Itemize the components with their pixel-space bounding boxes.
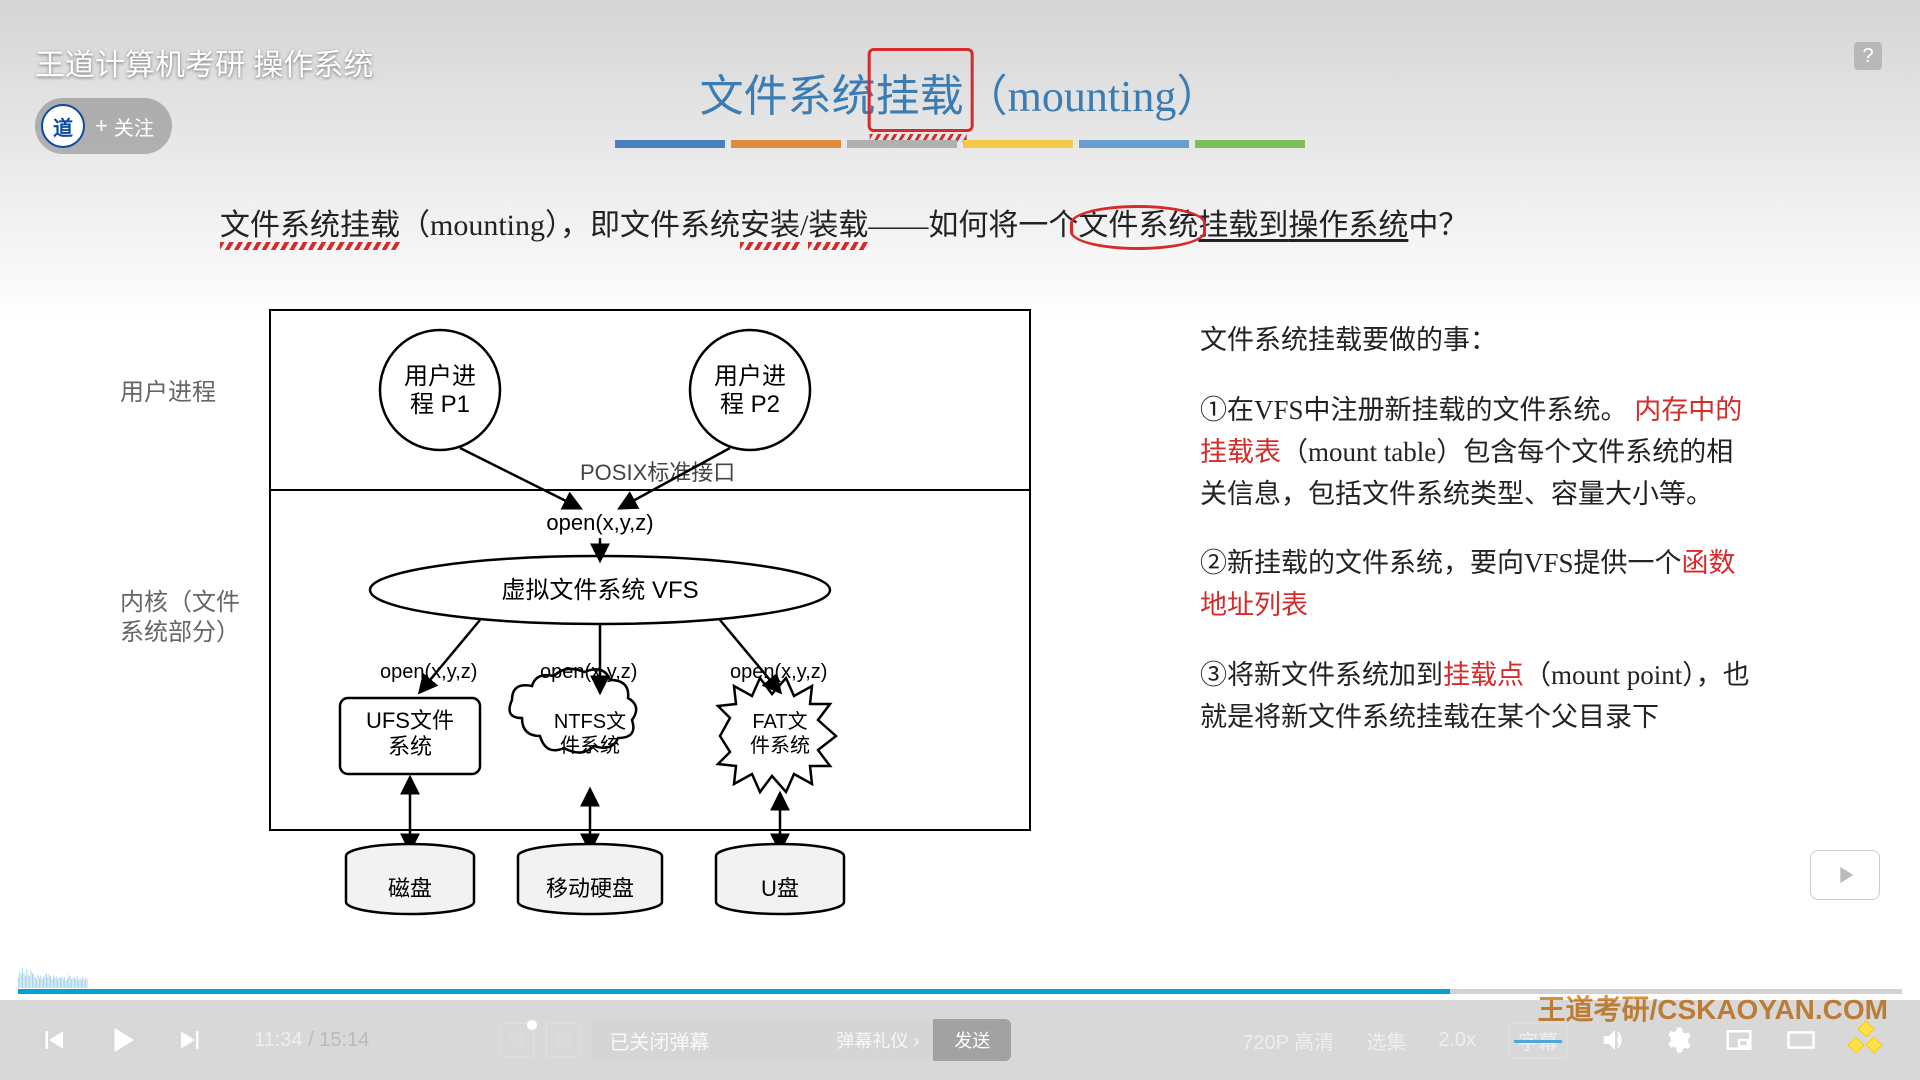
subtitle-part: 中？ xyxy=(1408,209,1468,242)
svg-text:磁盘: 磁盘 xyxy=(388,876,432,901)
help-icon[interactable]: ? xyxy=(1854,42,1882,70)
volume-icon[interactable] xyxy=(1600,1025,1630,1055)
player-controls: 11:34 / 15:14 弹 弹 已关闭弹幕 弹幕礼仪 › 发送 720P 高… xyxy=(0,1000,1920,1080)
current-time: 11:34 xyxy=(254,1029,303,1051)
text-highlight: 挂载点 xyxy=(1443,660,1524,690)
svg-text:UFS文件系统: UFS文件系统 xyxy=(366,708,454,759)
label-kernel: 内核（文件系统部分） xyxy=(120,589,240,646)
heading-color-bars xyxy=(615,140,1305,148)
slide-title-prefix: 文件系统 xyxy=(700,72,876,121)
heat-bar xyxy=(18,960,88,988)
hazard-icon[interactable] xyxy=(1848,1023,1882,1057)
label-open-r: open(x,y,z) xyxy=(730,661,827,683)
danmu-etiquette-link[interactable]: 弹幕礼仪 › xyxy=(822,1027,933,1053)
settings-icon[interactable] xyxy=(1662,1025,1692,1055)
subtitle-part: 安装 xyxy=(740,209,800,242)
subtitle-part: 操作系统 xyxy=(1288,209,1408,242)
svg-text:FAT文件系统: FAT文件系统 xyxy=(750,710,810,757)
svg-text:U盘: U盘 xyxy=(761,876,799,901)
slide-title-suffix: （mounting） xyxy=(964,72,1221,121)
label-open-top: open(x,y,z) xyxy=(546,510,653,535)
next-icon[interactable] xyxy=(176,1025,206,1055)
svg-text:用户进程 P2: 用户进程 P2 xyxy=(714,363,786,418)
time-display: 11:34 / 15:14 xyxy=(254,1029,369,1052)
danmu-input[interactable]: 已关闭弹幕 弹幕礼仪 › 发送 xyxy=(591,1019,1011,1061)
danmu-settings-icon[interactable]: 弹 xyxy=(545,1022,581,1058)
right-text-panel: 文件系统挂载要做的事： ①在VFS中注册新挂载的文件系统。 内存中的挂载表（mo… xyxy=(1200,320,1760,767)
vfs-diagram: 用户进程 内核（文件系统部分） 用户进程 P1 用户进程 P2 POSIX标准接… xyxy=(110,290,1070,935)
right-item-3: ③将新文件系统加到挂载点（mount point），也就是将新文件系统挂载在某个… xyxy=(1200,655,1760,739)
label-posix: POSIX标准接口 xyxy=(580,460,735,485)
subtitle-part: 装载 xyxy=(808,209,868,242)
total-time: 15:14 xyxy=(319,1029,369,1051)
svg-text:移动硬盘: 移动硬盘 xyxy=(546,876,634,901)
wide-icon[interactable] xyxy=(1786,1025,1816,1055)
slide-title: 文件系统挂载（mounting） xyxy=(700,60,1221,124)
disk-2: 移动硬盘 xyxy=(518,844,662,914)
quality-button[interactable]: 720P 高清 xyxy=(1242,1026,1334,1055)
video-title: 王道计算机考研 操作系统 xyxy=(35,40,373,84)
danmu-send-button[interactable]: 发送 xyxy=(933,1019,1011,1061)
play-icon[interactable] xyxy=(104,1022,140,1058)
disk-3: U盘 xyxy=(716,844,844,914)
uploader-avatar[interactable]: 道 xyxy=(41,104,85,148)
text: ①在VFS中注册新挂载的文件系统。 xyxy=(1200,395,1628,425)
subtitle-part: 文件系统挂载 xyxy=(220,209,400,242)
right-item-2: ②新挂载的文件系统，要向VFS提供一个函数地址列表 xyxy=(1200,543,1760,627)
danmu-toggle-icon[interactable]: 弹 xyxy=(499,1022,535,1058)
pip-icon[interactable] xyxy=(1724,1025,1754,1055)
prev-icon[interactable] xyxy=(38,1025,68,1055)
slide-title-boxed: 挂载 xyxy=(876,60,964,124)
subtitle-part: ——如何将一个 xyxy=(868,209,1078,242)
subtitle-part: 挂载到 xyxy=(1198,209,1288,242)
disk-1: 磁盘 xyxy=(346,844,474,914)
subtitle-part: （mounting），即文件系统 xyxy=(400,209,740,242)
svg-text:NTFS文件系统: NTFS文件系统 xyxy=(554,710,626,757)
right-item-1: ①在VFS中注册新挂载的文件系统。 内存中的挂载表（mount table）包含… xyxy=(1200,390,1760,516)
subtitle-toggle[interactable]: 字幕 xyxy=(1508,1022,1568,1059)
progress-fill xyxy=(18,989,1450,994)
follow-chip[interactable]: 道 + 关注 xyxy=(35,98,172,154)
right-title: 文件系统挂载要做的事： xyxy=(1200,320,1760,362)
label-vfs: 虚拟文件系统 VFS xyxy=(501,577,698,604)
label-user-process: 用户进程 xyxy=(120,379,216,406)
follow-label: 关注 xyxy=(114,112,154,141)
subtitle-part: 文件系统 xyxy=(1078,209,1198,242)
episodes-button[interactable]: 选集 xyxy=(1366,1026,1406,1055)
text: ②新挂载的文件系统，要向VFS提供一个 xyxy=(1200,548,1682,578)
slide-subtitle: 文件系统挂载（mounting），即文件系统安装/装载——如何将一个文件系统挂载… xyxy=(220,200,1700,244)
danmu-placeholder: 已关闭弹幕 xyxy=(591,1026,822,1055)
speed-button[interactable]: 2.0x xyxy=(1438,1029,1476,1052)
text: ③将新文件系统加到 xyxy=(1200,660,1443,690)
mini-player-button[interactable] xyxy=(1810,850,1880,900)
label-open-m: open(x,y,z) xyxy=(540,661,637,683)
svg-text:用户进程 P1: 用户进程 P1 xyxy=(404,363,476,418)
follow-plus-icon: + xyxy=(95,113,108,139)
